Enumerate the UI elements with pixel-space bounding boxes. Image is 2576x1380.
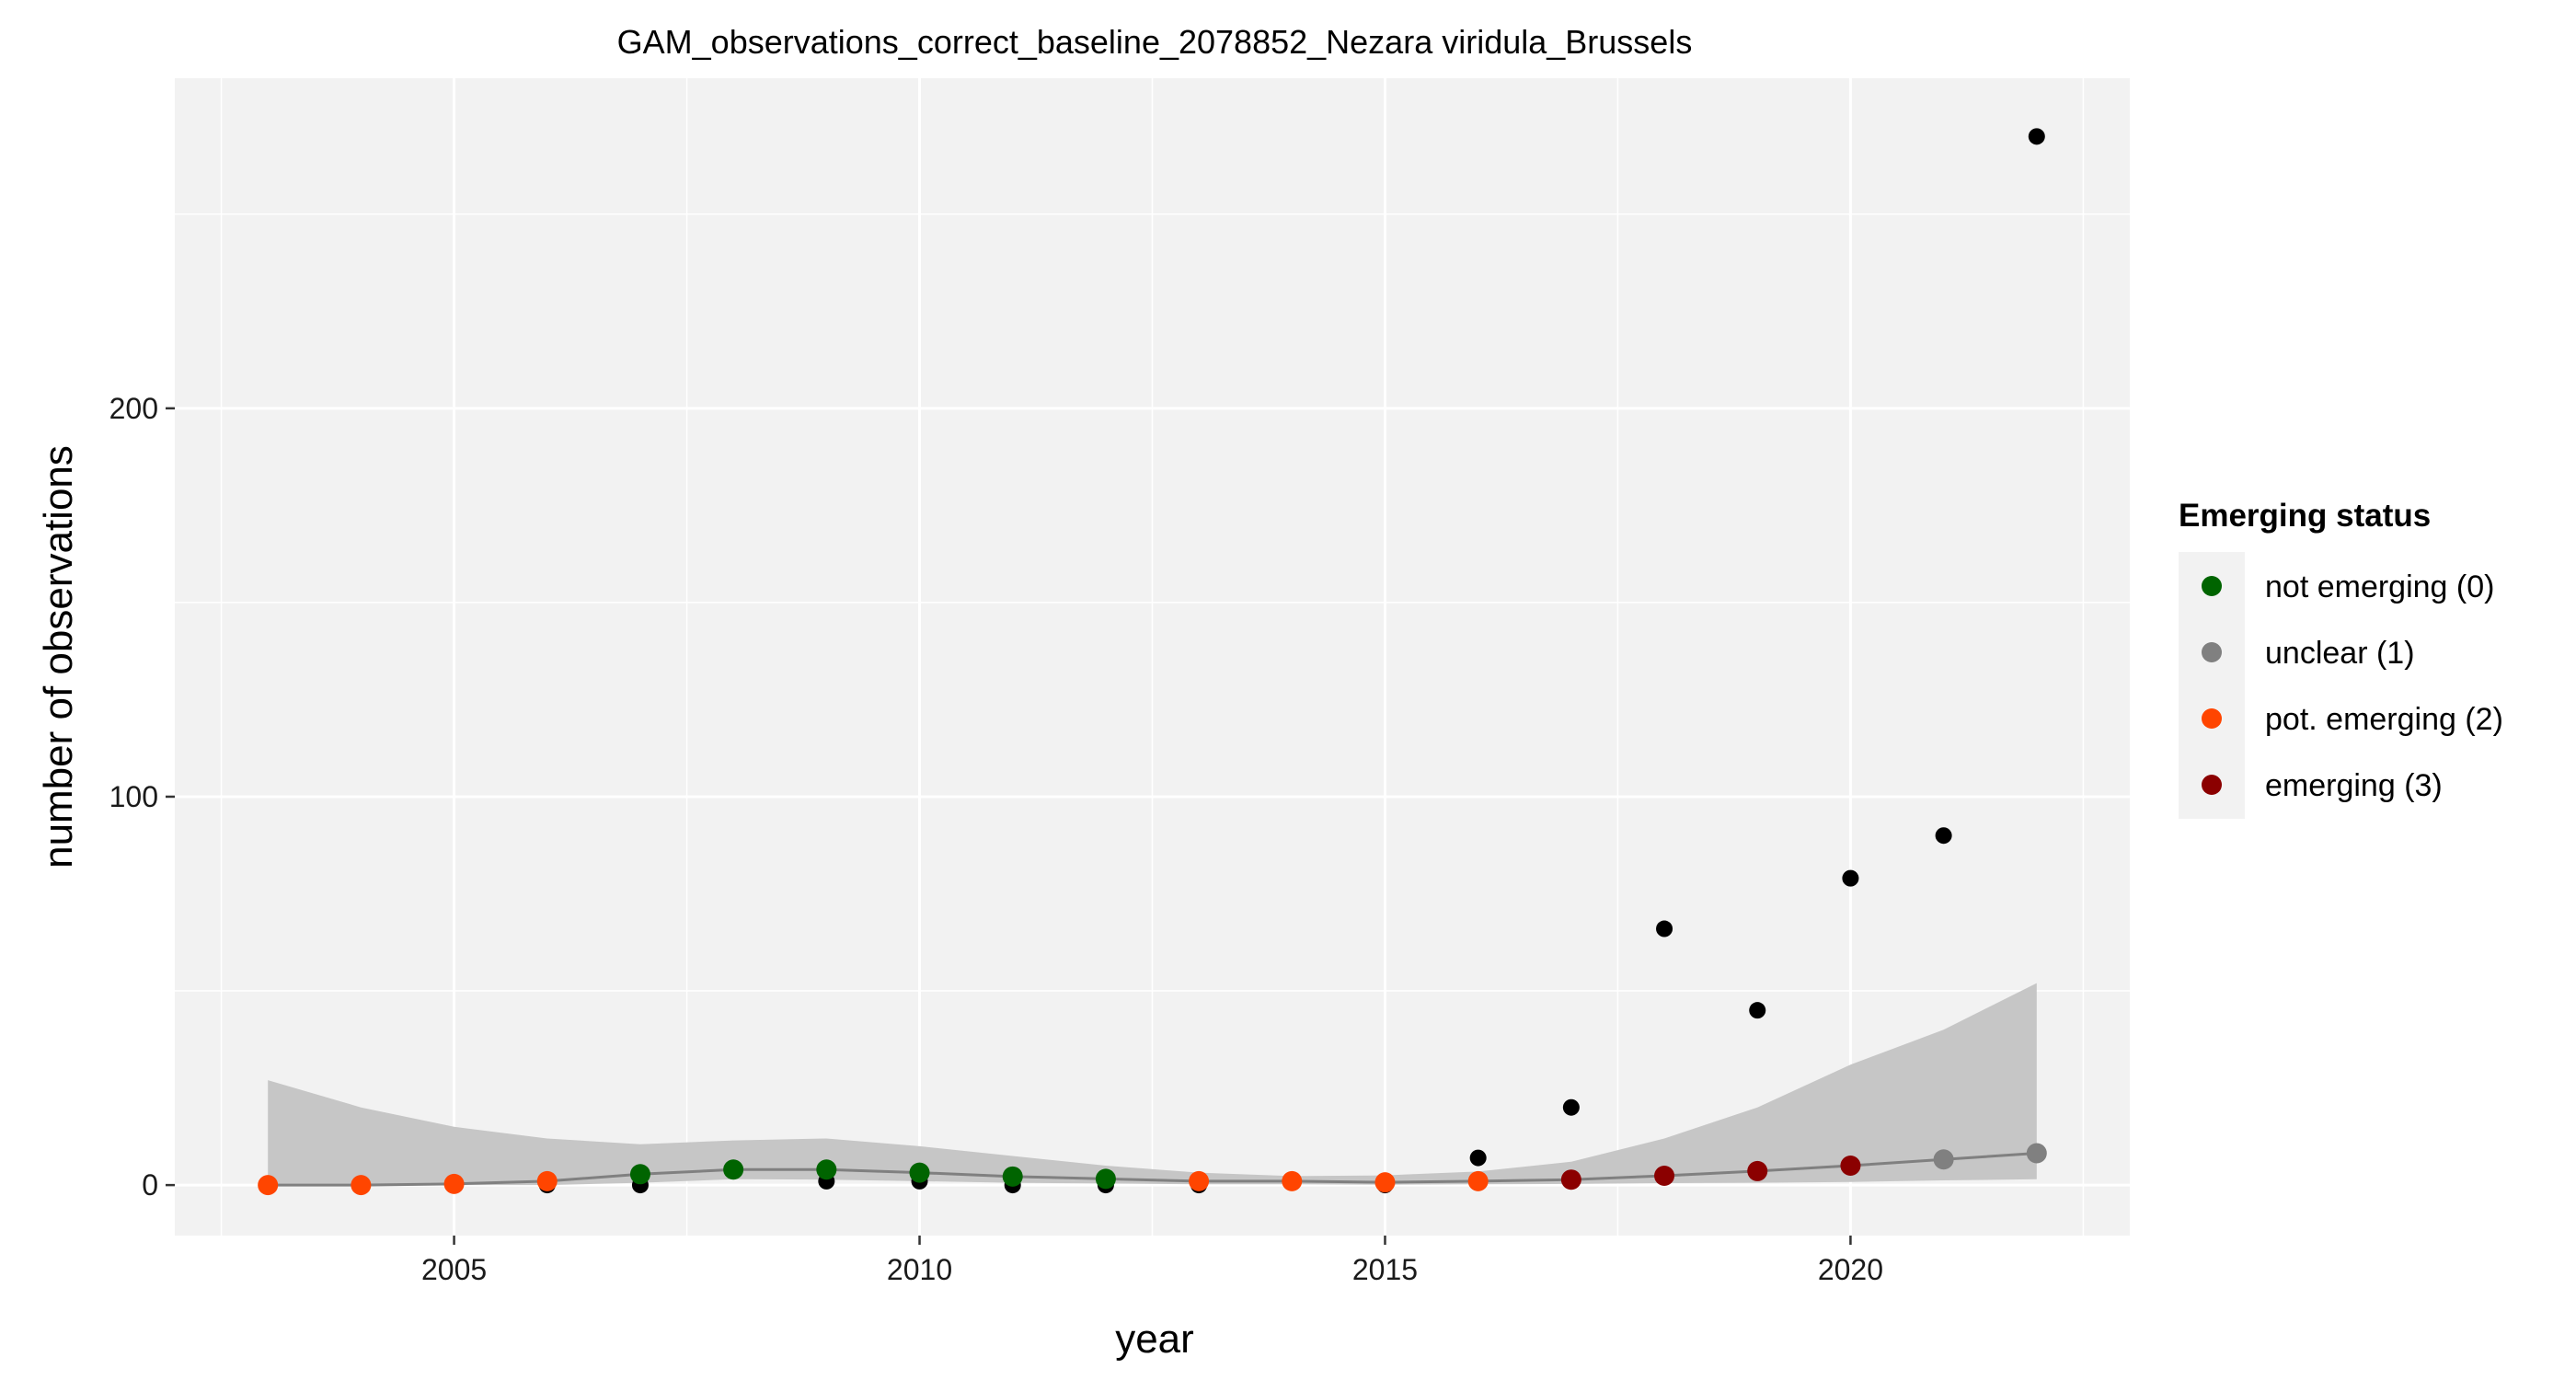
fit-point [1654,1165,1675,1186]
observed-point [1842,869,1859,887]
chart-title: GAM_observations_correct_baseline_207885… [617,23,1693,61]
y-tick-label: 100 [109,780,158,813]
fit-line [268,1152,2037,1187]
fit-point [723,1159,744,1180]
legend-key [2202,775,2222,795]
fit-point [1374,1172,1396,1193]
grid-major [175,78,2130,1236]
fit-points [258,1143,2047,1196]
fit-point [909,1162,930,1183]
legend-key-background [2179,552,2245,819]
fit-point [1560,1169,1581,1190]
y-tick-label: 0 [142,1168,158,1202]
fit-point [536,1170,558,1191]
fit-point [1467,1170,1489,1191]
legend: Emerging status not emerging (0) unclear … [2179,498,2503,819]
fit-point [1095,1168,1116,1190]
y-tick-labels: 0 100 200 [109,392,158,1202]
grid-minor [175,78,2130,1236]
axis-ticks [166,407,1852,1245]
observed-point [2028,128,2045,145]
observed-point [1935,827,1952,845]
x-tick-label: 2020 [1818,1253,1883,1286]
x-tick-label: 2005 [421,1253,487,1286]
legend-label: emerging (3) [2265,768,2443,803]
fit-point [1002,1166,1023,1187]
fit-point [1282,1170,1303,1191]
legend-label: pot. emerging (2) [2265,702,2503,737]
observed-point [1656,920,1673,937]
observed-point [1749,1002,1766,1019]
fit-point [2026,1143,2047,1164]
fit-point [443,1173,465,1194]
fit-point [816,1159,837,1180]
legend-key [2202,708,2222,729]
x-tick-labels: 2005 2010 2015 2020 [421,1253,1883,1286]
legend-title: Emerging status [2179,498,2431,534]
x-tick-label: 2010 [887,1253,952,1286]
legend-entries: not emerging (0) unclear (1) pot. emerging… [2179,552,2503,819]
legend-key [2202,576,2222,596]
observed-point [1469,1149,1487,1167]
x-axis-title: year [1115,1317,1194,1362]
legend-label: unclear (1) [2265,636,2415,671]
observed-point [1562,1098,1580,1116]
legend-key [2202,642,2222,662]
fit-point [1747,1160,1768,1181]
y-axis-title: number of observations [36,445,81,868]
fit-point [258,1175,279,1196]
fit-point [351,1175,372,1196]
y-tick-label: 200 [109,392,158,425]
fit-point [629,1164,650,1185]
x-tick-label: 2015 [1352,1253,1418,1286]
fit-point [1933,1149,1954,1170]
legend-label: not emerging (0) [2265,569,2494,604]
fit-point [1840,1156,1861,1177]
fit-point [1189,1170,1210,1191]
